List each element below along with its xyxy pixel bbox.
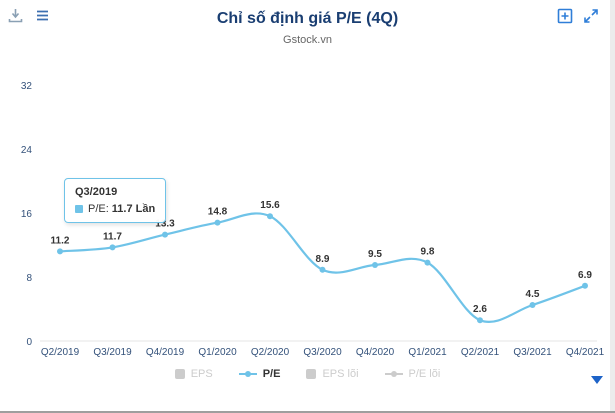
y-axis-label: 16: [21, 209, 33, 220]
data-label: 9.5: [368, 249, 382, 260]
tooltip-value: 11.7 Lần: [111, 203, 156, 215]
data-point[interactable]: [582, 282, 588, 289]
data-point[interactable]: [214, 219, 221, 226]
toolbar-left: [6, 6, 52, 25]
y-axis-label: 8: [26, 273, 32, 284]
y-axis-label: 0: [26, 337, 32, 348]
x-axis-label: Q2/2019: [41, 347, 80, 358]
x-axis-label: Q1/2021: [408, 347, 447, 358]
data-point[interactable]: [57, 248, 63, 255]
y-axis-label: 32: [21, 81, 33, 92]
data-label: 4.5: [526, 289, 540, 300]
add-annotation-icon[interactable]: [555, 6, 575, 26]
tooltip-series-label: P/E:: [88, 203, 109, 215]
data-label: 2.6: [473, 304, 487, 315]
window-edge: [0, 411, 615, 413]
data-label: 8.9: [316, 254, 330, 265]
legend-square-icon: [306, 369, 317, 379]
data-point[interactable]: [477, 317, 483, 324]
data-point[interactable]: [529, 302, 536, 308]
tooltip-value-row: P/E: 11.7 Lần: [75, 203, 155, 215]
x-axis-label: Q4/2019: [146, 347, 185, 358]
data-label: 14.8: [208, 207, 228, 218]
data-label: 11.7: [103, 231, 122, 242]
x-axis-label: Q3/2021: [513, 347, 552, 358]
data-label: 9.8: [421, 247, 435, 258]
legend-item-p-e-l-i[interactable]: P/E lõi: [384, 368, 441, 380]
legend-label: P/E lõi: [408, 368, 441, 380]
download-icon[interactable]: [6, 6, 25, 25]
legend-line-marker-icon: [384, 371, 403, 377]
x-axis-label: Q1/2020: [198, 347, 237, 358]
collapse-arrow-icon[interactable]: [591, 376, 603, 384]
legend-square-icon: [174, 369, 185, 379]
legend: EPS P/E EPS lõi P/E lõi: [0, 368, 615, 380]
toolbar-right: [555, 6, 601, 26]
legend-item-p-e[interactable]: P/E: [238, 368, 281, 380]
hamburger-menu-icon[interactable]: [33, 6, 52, 25]
legend-label: EPS lõi: [322, 368, 359, 380]
chart-title: Chỉ số định giá P/E (4Q): [216, 10, 399, 27]
legend-line-marker-icon: [238, 371, 257, 377]
fullscreen-expand-icon[interactable]: [581, 6, 601, 26]
series-marker-icon: [75, 205, 83, 213]
data-label: 15.6: [260, 200, 280, 211]
data-point[interactable]: [162, 231, 168, 238]
tooltip: Q3/2019 P/E: 11.7 Lần: [64, 178, 167, 223]
x-axis-label: Q4/2020: [356, 347, 395, 358]
x-axis-label: Q2/2021: [461, 347, 500, 358]
y-axis-label: 24: [21, 145, 33, 156]
legend-label: P/E: [262, 368, 281, 380]
data-label: 13.3: [155, 219, 175, 230]
legend-item-eps-l-i[interactable]: EPS lõi: [306, 368, 359, 380]
x-axis-label: Q4/2021: [566, 347, 605, 358]
data-point[interactable]: [319, 266, 326, 273]
scrollbar[interactable]: [610, 0, 615, 413]
x-axis-label: Q2/2020: [251, 347, 290, 358]
chart-subtitle: Gstock.vn: [283, 34, 332, 46]
data-point[interactable]: [267, 213, 273, 220]
legend-item-eps[interactable]: EPS: [174, 368, 213, 380]
data-point[interactable]: [372, 262, 378, 268]
data-point[interactable]: [424, 259, 431, 266]
data-label: 11.2: [51, 235, 70, 246]
x-axis-label: Q3/2020: [303, 347, 342, 358]
data-point[interactable]: [109, 244, 116, 251]
data-label: 6.9: [578, 270, 592, 281]
x-axis-label: Q3/2019: [93, 347, 132, 358]
legend-label: EPS: [190, 368, 213, 380]
pe-line-chart[interactable]: 0 8 16 24 32 Q2/2019 Q3/2019 Q4/2019 Q1/2020 Q2/2…: [0, 55, 615, 365]
tooltip-title: Q3/2019: [75, 186, 118, 198]
